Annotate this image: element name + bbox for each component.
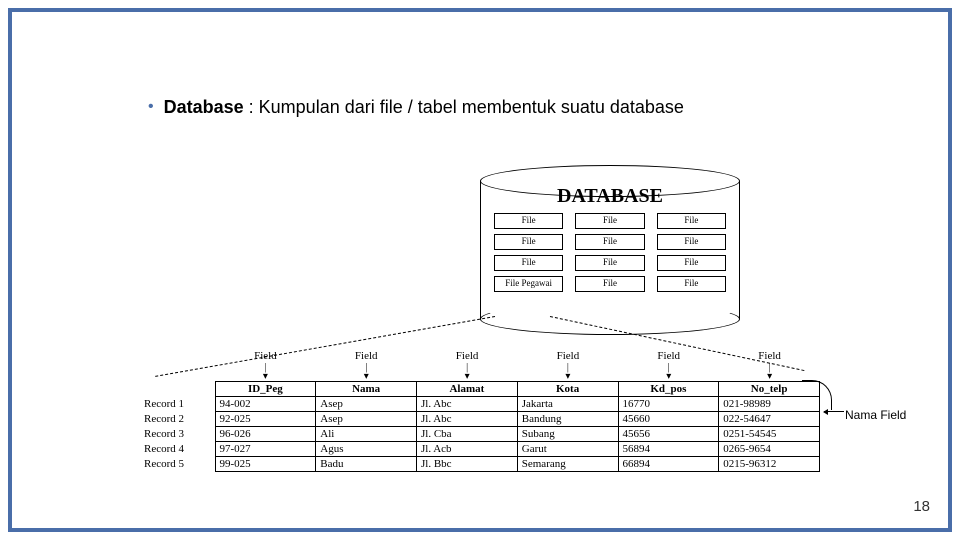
table-cell: 66894 <box>618 457 719 472</box>
table-cell: 0215-96312 <box>719 457 820 472</box>
row-label: Record 5 <box>140 457 215 472</box>
page-number: 18 <box>913 498 930 515</box>
nama-field-arrow-icon <box>824 411 844 412</box>
table-cell: 022-54647 <box>719 412 820 427</box>
down-arrow-icon: |▾ <box>316 363 417 381</box>
table-cell: Jl. Acb <box>417 442 518 457</box>
file-box: File <box>494 234 563 250</box>
table-cell: 96-026 <box>215 427 316 442</box>
file-box: File <box>575 234 644 250</box>
field-label: Field <box>518 350 619 362</box>
table-cell: 0265-9654 <box>719 442 820 457</box>
file-box: File <box>657 213 726 229</box>
arrow-row: |▾ |▾ |▾ |▾ |▾ |▾ <box>140 363 820 381</box>
file-box: File <box>494 255 563 271</box>
table-cell: 92-025 <box>215 412 316 427</box>
table-cell: Jl. Abc <box>417 397 518 412</box>
table-cell: Asep <box>316 397 417 412</box>
bullet-rest: : Kumpulan dari file / tabel membentuk s… <box>244 97 684 117</box>
table-cell: 97-027 <box>215 442 316 457</box>
bullet-text: Database : Kumpulan dari file / tabel me… <box>164 95 684 119</box>
file-box: File <box>657 255 726 271</box>
database-diagram: DATABASE File File File File File File F… <box>420 165 800 365</box>
file-box: File <box>575 255 644 271</box>
bullet-content: • Database : Kumpulan dari file / tabel … <box>148 95 900 119</box>
table-cell: Badu <box>316 457 417 472</box>
down-arrow-icon: |▾ <box>618 363 719 381</box>
table-cell: Jl. Bbc <box>417 457 518 472</box>
file-grid: File File File File File File File File … <box>494 213 726 292</box>
down-arrow-icon: |▾ <box>215 363 316 381</box>
table-row: Record 292-025AsepJl. AbcBandung45660022… <box>140 412 820 427</box>
table-cell: 99-025 <box>215 457 316 472</box>
table-row: Record 194-002AsepJl. AbcJakarta16770021… <box>140 397 820 412</box>
table-cell: Agus <box>316 442 417 457</box>
table-cell: Jl. Abc <box>417 412 518 427</box>
file-pegawai-box: File Pegawai <box>494 276 563 292</box>
bullet-marker: • <box>148 95 154 119</box>
row-label: Record 4 <box>140 442 215 457</box>
row-label: Record 1 <box>140 397 215 412</box>
row-label: Record 3 <box>140 427 215 442</box>
col-header: Kota <box>517 382 618 397</box>
table-cell: Garut <box>517 442 618 457</box>
field-label: Field <box>618 350 719 362</box>
table-cell: 45660 <box>618 412 719 427</box>
down-arrow-icon: |▾ <box>417 363 518 381</box>
table-cell: 0251-54545 <box>719 427 820 442</box>
table-cell: 94-002 <box>215 397 316 412</box>
table-cell: Jakarta <box>517 397 618 412</box>
table-header-row: ID_Peg Nama Alamat Kota Kd_pos No_telp <box>140 382 820 397</box>
field-label: Field <box>215 350 316 362</box>
table-cell: Bandung <box>517 412 618 427</box>
col-header: ID_Peg <box>215 382 316 397</box>
col-header: Kd_pos <box>618 382 719 397</box>
nama-field-label: Nama Field <box>845 408 906 422</box>
file-box: File <box>657 234 726 250</box>
table-cell: Subang <box>517 427 618 442</box>
down-arrow-icon: |▾ <box>518 363 619 381</box>
table-area: Field Field Field Field Field Field |▾ |… <box>140 350 820 472</box>
db-title: DATABASE <box>480 185 740 208</box>
table-cell: Jl. Cba <box>417 427 518 442</box>
field-label: Field <box>417 350 518 362</box>
table-row: Record 396-026AliJl. CbaSubang456560251-… <box>140 427 820 442</box>
table-row: Record 599-025BaduJl. BbcSemarang6689402… <box>140 457 820 472</box>
db-cylinder: DATABASE File File File File File File F… <box>480 165 740 335</box>
table-cell: Asep <box>316 412 417 427</box>
field-labels-row: Field Field Field Field Field Field <box>140 350 820 362</box>
file-box: File <box>575 276 644 292</box>
table-cell: 16770 <box>618 397 719 412</box>
table-cell: 56894 <box>618 442 719 457</box>
data-table: ID_Peg Nama Alamat Kota Kd_pos No_telp R… <box>140 381 820 472</box>
field-label: Field <box>316 350 417 362</box>
col-header: Alamat <box>417 382 518 397</box>
row-label: Record 2 <box>140 412 215 427</box>
term-database: Database <box>164 97 244 117</box>
table-cell: Ali <box>316 427 417 442</box>
table-cell: Semarang <box>517 457 618 472</box>
table-cell: 45656 <box>618 427 719 442</box>
field-label: Field <box>719 350 820 362</box>
col-header: Nama <box>316 382 417 397</box>
table-row: Record 497-027AgusJl. AcbGarut568940265-… <box>140 442 820 457</box>
file-box: File <box>657 276 726 292</box>
down-arrow-icon: |▾ <box>719 363 820 381</box>
file-box: File <box>575 213 644 229</box>
file-box: File <box>494 213 563 229</box>
